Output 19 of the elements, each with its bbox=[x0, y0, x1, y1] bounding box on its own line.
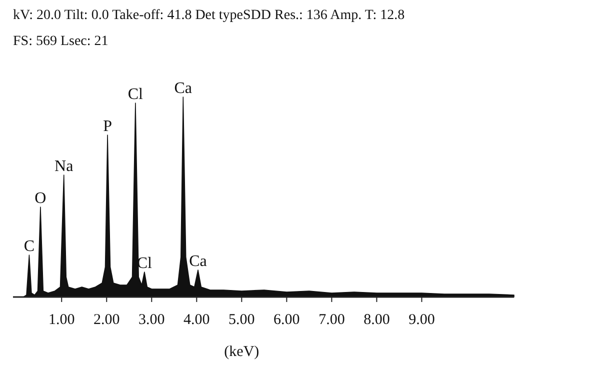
x-tick-label: 8.00 bbox=[364, 312, 390, 328]
annotation: C bbox=[24, 238, 35, 255]
x-tick-label: 1.00 bbox=[48, 312, 75, 328]
annotation: Na bbox=[54, 158, 74, 175]
x-axis-title: (keV) bbox=[224, 344, 260, 360]
x-tick-label: 3.00 bbox=[138, 312, 165, 328]
annotation: Ca bbox=[189, 253, 207, 270]
annotation: Ca bbox=[174, 80, 192, 97]
x-tick-label: 6.00 bbox=[274, 312, 300, 328]
x-tick-label: 7.00 bbox=[318, 312, 345, 328]
annotation: Cl bbox=[128, 86, 144, 103]
chart-subtitle: FS: 569 Lsec: 21 bbox=[13, 34, 108, 49]
x-tick-label: 5.00 bbox=[228, 312, 255, 328]
annotation: P bbox=[103, 118, 112, 135]
x-tick-label: 9.00 bbox=[408, 312, 435, 328]
annotation: O bbox=[34, 190, 46, 207]
x-tick-label: 4.00 bbox=[184, 312, 210, 328]
x-tick-label: 2.00 bbox=[94, 312, 120, 328]
chart-title: kV: 20.0 Tilt: 0.0 Take-off: 41.8 Det typeSDD Res.: 136 Amp. T: 12.8 bbox=[13, 8, 405, 23]
